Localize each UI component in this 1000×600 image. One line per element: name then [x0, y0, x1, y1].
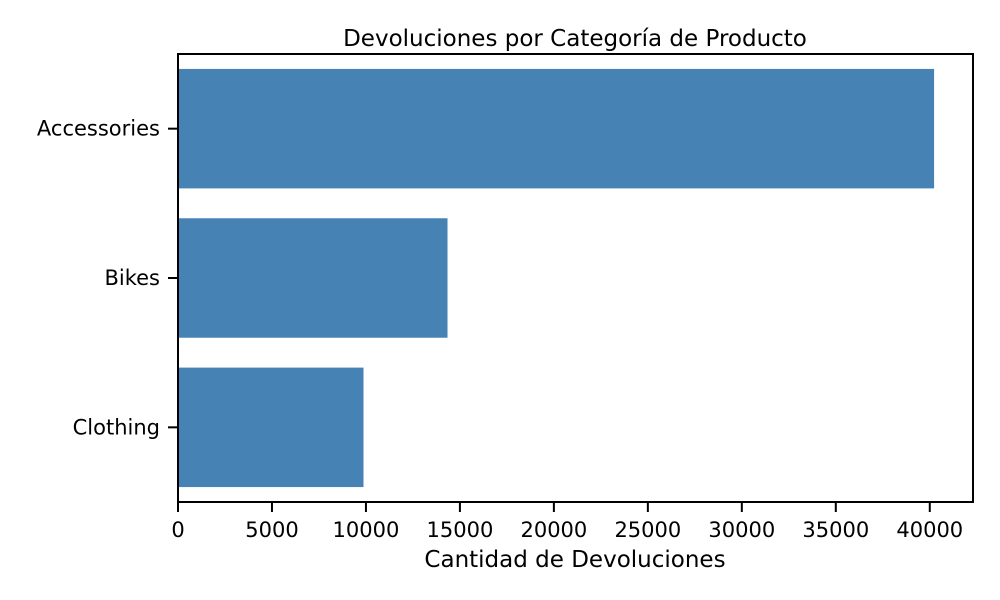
y-tick-label: Clothing: [73, 415, 160, 439]
bar-accessories: [178, 68, 935, 189]
y-tick-label: Bikes: [104, 266, 160, 290]
y-tick-label: Accessories: [37, 117, 160, 141]
plot-frame: [177, 53, 974, 503]
bars-group: [178, 68, 935, 488]
bar-clothing: [178, 367, 364, 488]
x-tick-label: 5000: [245, 518, 298, 542]
x-tick-label: 15000: [427, 518, 494, 542]
x-axis-label: Cantidad de Devoluciones: [424, 547, 725, 573]
chart-title: Devoluciones por Categoría de Producto: [343, 26, 807, 52]
x-tick-label: 30000: [708, 518, 775, 542]
y-axis-ticks: Accessories Bikes Clothing: [37, 117, 178, 439]
x-tick-label: 0: [171, 518, 184, 542]
x-tick-label: 35000: [802, 518, 869, 542]
bar-bikes: [178, 218, 448, 338]
x-tick-label: 25000: [614, 518, 681, 542]
x-tick-label: 20000: [520, 518, 587, 542]
x-tick-label: 10000: [333, 518, 400, 542]
x-axis-ticks: 0 5000 10000 15000 20000 25000 30000 35000 40000: [171, 502, 963, 542]
x-tick-label: 40000: [896, 518, 963, 542]
